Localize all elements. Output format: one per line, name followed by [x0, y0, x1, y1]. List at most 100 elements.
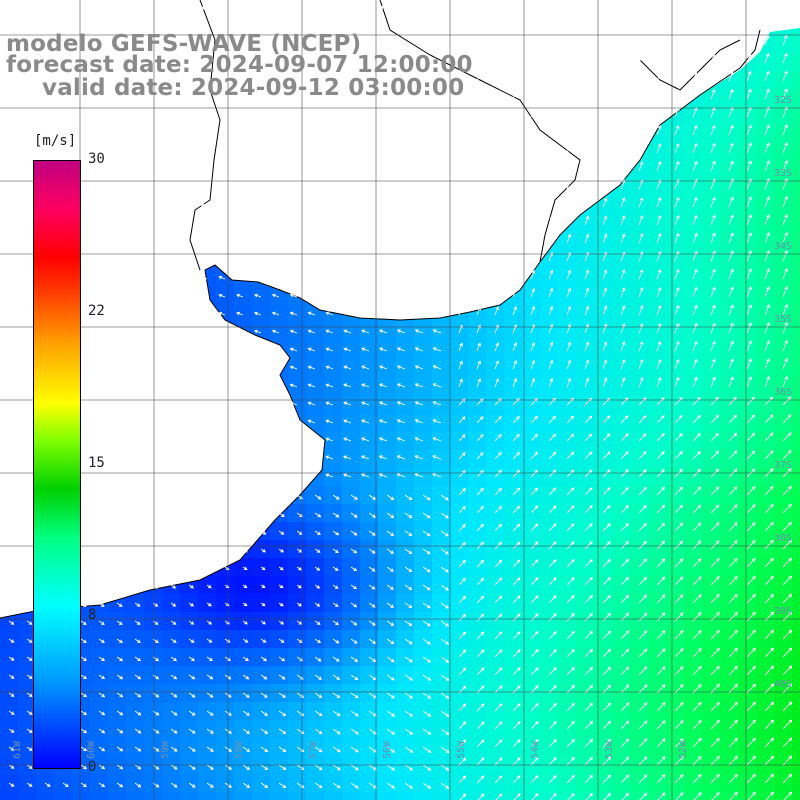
wind-arrow	[620, 18, 625, 28]
wind-arrow	[404, 584, 412, 590]
wind-arrow	[254, 384, 262, 388]
wind-arrow	[361, 311, 370, 316]
wind-arrow-head	[625, 540, 629, 545]
wind-arrow	[602, 144, 607, 154]
wind-arrow	[692, 341, 698, 352]
wind-arrow	[290, 402, 298, 406]
wind-arrow-head	[679, 540, 684, 545]
wind-arrow	[183, 150, 190, 154]
wind-arrow	[404, 494, 413, 501]
wind-arrow-head	[769, 468, 774, 472]
wind-arrow-head	[271, 329, 276, 334]
wind-arrow	[218, 348, 226, 352]
wind-arrow-head	[21, 258, 26, 263]
wind-arrow	[566, 487, 575, 496]
wind-arrow	[170, 494, 177, 499]
wind-arrow	[440, 530, 449, 537]
wind-arrow	[746, 558, 756, 568]
wind-arrow-head	[146, 437, 151, 442]
wind-arrow-head	[552, 415, 557, 420]
wind-arrow-head	[784, 70, 788, 75]
wind-arrow-head	[10, 513, 14, 517]
wind-arrow-head	[531, 126, 536, 130]
wind-arrow	[566, 288, 571, 298]
wind-arrow	[290, 474, 298, 478]
wind-arrow	[325, 455, 334, 460]
wind-arrow	[308, 438, 316, 442]
wind-arrow-head	[408, 514, 413, 519]
wind-arrow-head	[172, 549, 177, 553]
wind-arrow-head	[182, 419, 187, 424]
wind-arrow	[404, 512, 412, 518]
wind-arrow-head	[253, 419, 258, 424]
wind-arrow-head	[4, 294, 8, 299]
wind-arrow-head	[445, 532, 449, 537]
wind-arrow	[201, 150, 208, 154]
wind-arrow-head	[784, 34, 788, 39]
wind-arrow-head	[218, 113, 223, 118]
wind-arrow-head	[730, 88, 734, 93]
wind-arrow-head	[715, 504, 720, 509]
wind-arrow	[254, 420, 262, 424]
wind-cell	[216, 792, 234, 800]
wind-arrow-head	[697, 468, 702, 473]
wind-arrow-head	[784, 142, 788, 146]
wind-cell	[792, 648, 800, 666]
wind-arrow-head	[747, 35, 752, 39]
wind-arrow	[111, 330, 118, 334]
wind-cell	[270, 792, 288, 800]
wind-arrow-head	[397, 59, 402, 64]
wind-arrow	[254, 402, 262, 406]
wind-arrow	[314, 584, 320, 589]
wind-arrow	[692, 377, 698, 388]
wind-arrow	[692, 397, 701, 406]
wind-arrow	[728, 415, 737, 424]
wind-arrow-head	[729, 0, 734, 4]
wind-arrow	[379, 455, 388, 460]
wind-cell	[90, 792, 108, 800]
wind-arrow	[638, 487, 647, 496]
wind-arrow	[530, 487, 538, 496]
wind-arrow	[782, 522, 792, 532]
wind-arrow-head	[360, 455, 365, 459]
wind-arrow	[361, 437, 370, 442]
wind-arrow-head	[570, 505, 575, 509]
wind-arrow-head	[603, 143, 608, 148]
wind-arrow-head	[675, 53, 680, 58]
wind-arrow	[476, 434, 484, 442]
wind-arrow-head	[218, 311, 223, 316]
wind-arrow	[656, 522, 665, 532]
wind-arrow-head	[642, 433, 647, 437]
wind-arrow	[566, 559, 575, 568]
wind-arrow-head	[585, 305, 590, 310]
wind-arrow-head	[128, 437, 133, 442]
wind-arrow	[415, 257, 424, 262]
wind-arrow-head	[607, 558, 611, 563]
wind-arrow-head	[414, 365, 419, 369]
wind-arrow-head	[657, 232, 662, 237]
wind-arrow	[379, 185, 388, 190]
wind-arrow-head	[254, 311, 258, 316]
wind-arrow-head	[694, 304, 698, 309]
wind-arrow	[638, 505, 647, 514]
wind-arrow	[218, 204, 226, 208]
wind-arrow	[458, 217, 463, 226]
wind-arrow	[746, 432, 755, 442]
wind-arrow-head	[182, 221, 187, 226]
wind-arrow-head	[253, 455, 258, 460]
wind-arrow-head	[766, 232, 770, 236]
wind-arrow-head	[378, 383, 383, 387]
wind-arrow-head	[414, 419, 419, 423]
wind-arrow-head	[130, 6, 134, 11]
wind-arrow	[620, 36, 625, 46]
wind-arrow	[710, 215, 716, 226]
wind-arrow	[512, 91, 517, 100]
wind-arrow-head	[784, 160, 788, 164]
wind-arrow-head	[549, 233, 554, 238]
wind-arrow-head	[432, 239, 437, 243]
wind-cell	[342, 792, 360, 800]
wind-arrow-head	[432, 329, 437, 333]
wind-arrow-head	[567, 305, 572, 310]
wind-arrow-head	[236, 419, 240, 424]
wind-arrow-head	[787, 450, 792, 454]
